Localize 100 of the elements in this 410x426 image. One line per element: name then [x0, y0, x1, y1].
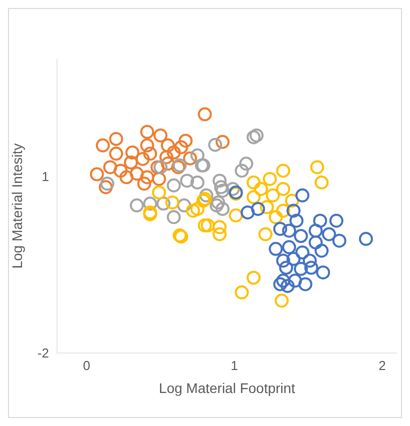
point	[200, 218, 215, 232]
point	[212, 174, 227, 188]
point	[143, 146, 158, 161]
point	[216, 184, 230, 198]
point	[268, 210, 283, 224]
point	[251, 202, 266, 216]
point	[96, 138, 110, 152]
point	[276, 274, 290, 288]
point	[254, 182, 268, 196]
point	[180, 174, 194, 188]
point	[216, 134, 230, 149]
point	[212, 227, 227, 242]
point	[166, 145, 181, 160]
point	[98, 180, 113, 194]
point	[276, 254, 290, 268]
point	[282, 224, 296, 238]
point	[308, 224, 323, 238]
point	[294, 262, 308, 276]
point	[140, 124, 154, 139]
point	[156, 196, 170, 211]
point	[109, 146, 124, 161]
point	[246, 130, 261, 144]
point	[125, 145, 140, 160]
point	[260, 200, 274, 214]
point	[216, 202, 230, 216]
point	[273, 222, 288, 236]
point	[214, 180, 228, 194]
point	[282, 240, 296, 254]
point	[136, 152, 150, 166]
point	[103, 160, 118, 174]
point	[159, 150, 174, 164]
point	[298, 277, 312, 292]
point	[124, 155, 138, 170]
point	[273, 277, 288, 292]
point	[289, 214, 304, 228]
point	[153, 160, 168, 174]
point	[234, 285, 249, 300]
point	[190, 175, 204, 190]
y-axis-title: Log Material Intesity	[8, 143, 25, 269]
point	[240, 205, 255, 220]
point	[258, 227, 272, 242]
point	[314, 244, 329, 258]
point	[295, 188, 310, 202]
point	[295, 245, 310, 260]
point	[100, 176, 114, 191]
point	[114, 164, 128, 178]
point	[109, 132, 124, 146]
point	[183, 151, 198, 166]
point	[226, 182, 240, 196]
point	[280, 278, 295, 293]
point	[140, 138, 154, 152]
point	[199, 188, 214, 202]
point	[212, 220, 227, 234]
point	[262, 172, 277, 186]
point	[274, 294, 289, 308]
x-tick-label: 0	[82, 358, 90, 374]
point	[228, 208, 243, 222]
x-tick-label: 1	[230, 358, 238, 374]
point	[208, 138, 222, 152]
point	[276, 182, 290, 196]
point	[286, 204, 301, 218]
point	[166, 178, 181, 192]
point	[186, 204, 200, 218]
point	[177, 198, 192, 212]
point	[140, 170, 154, 184]
point	[198, 107, 212, 122]
point	[314, 175, 329, 190]
point	[308, 235, 323, 250]
point	[266, 188, 280, 202]
x-tick-label: 2	[378, 358, 386, 374]
point	[174, 140, 188, 154]
point	[152, 172, 166, 186]
point	[152, 185, 166, 200]
point	[190, 202, 204, 216]
point	[166, 210, 181, 224]
point	[130, 198, 144, 212]
point	[302, 254, 317, 268]
point	[153, 128, 168, 142]
point	[150, 160, 165, 174]
point	[130, 166, 144, 181]
point	[143, 196, 158, 211]
point	[210, 198, 224, 212]
point	[358, 232, 373, 246]
point	[246, 270, 261, 285]
point	[119, 170, 134, 184]
y-tick-label: -2	[37, 346, 49, 361]
point	[316, 265, 330, 280]
point	[313, 214, 328, 228]
point	[234, 164, 249, 178]
point	[198, 218, 212, 232]
point	[137, 176, 152, 191]
point	[211, 195, 226, 210]
point	[276, 204, 290, 218]
point	[246, 175, 261, 190]
point	[190, 148, 204, 162]
point	[288, 274, 302, 288]
point	[322, 227, 336, 242]
point	[239, 156, 254, 171]
point	[90, 167, 104, 182]
point	[178, 134, 193, 148]
